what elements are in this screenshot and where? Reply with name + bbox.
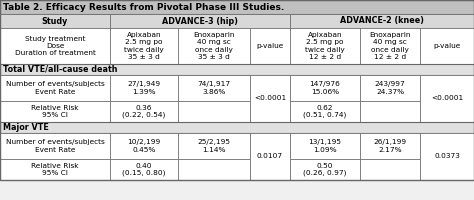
Bar bbox=[0, 64, 474, 75]
Text: 0.36
(0.22, 0.54): 0.36 (0.22, 0.54) bbox=[122, 105, 166, 118]
Text: 0.62
(0.51, 0.74): 0.62 (0.51, 0.74) bbox=[303, 105, 346, 118]
Text: Apixaban
2.5 mg po
twice daily
35 ± 3 d: Apixaban 2.5 mg po twice daily 35 ± 3 d bbox=[124, 32, 164, 60]
Text: p-value: p-value bbox=[256, 43, 283, 49]
Bar bbox=[290, 133, 360, 159]
Bar bbox=[0, 159, 110, 180]
Text: Major VTE: Major VTE bbox=[3, 123, 49, 132]
Bar bbox=[420, 133, 474, 180]
Bar bbox=[420, 75, 474, 101]
Bar bbox=[250, 159, 290, 180]
Text: 0.40
(0.15, 0.80): 0.40 (0.15, 0.80) bbox=[122, 163, 166, 176]
Bar bbox=[0, 122, 474, 133]
Bar bbox=[0, 133, 110, 159]
Text: 25/2,195
1.14%: 25/2,195 1.14% bbox=[198, 139, 230, 153]
Bar bbox=[110, 75, 178, 101]
Bar bbox=[250, 133, 290, 159]
Bar bbox=[290, 14, 474, 28]
Bar bbox=[250, 75, 290, 101]
Text: Enoxaparin
40 mg sc
once daily
35 ± 3 d: Enoxaparin 40 mg sc once daily 35 ± 3 d bbox=[193, 32, 235, 60]
Bar bbox=[110, 28, 178, 64]
Bar bbox=[178, 75, 250, 101]
Bar bbox=[420, 159, 474, 180]
Bar bbox=[360, 28, 420, 64]
Bar bbox=[110, 101, 178, 122]
Bar bbox=[360, 159, 420, 180]
Text: 147/976
15.06%: 147/976 15.06% bbox=[310, 81, 340, 95]
Text: 74/1,917
3.86%: 74/1,917 3.86% bbox=[198, 81, 230, 95]
Bar bbox=[290, 75, 360, 101]
Bar bbox=[110, 14, 290, 28]
Text: 0.0107: 0.0107 bbox=[257, 154, 283, 160]
Text: Table 2. Efficacy Results from Pivotal Phase III Studies.: Table 2. Efficacy Results from Pivotal P… bbox=[3, 2, 284, 11]
Text: ADVANCE-3 (hip): ADVANCE-3 (hip) bbox=[162, 17, 238, 25]
Text: p-value: p-value bbox=[433, 43, 461, 49]
Bar bbox=[0, 75, 110, 101]
Text: Enoxaparin
40 mg sc
once daily
12 ± 2 d: Enoxaparin 40 mg sc once daily 12 ± 2 d bbox=[369, 32, 411, 60]
Text: 13/1,195
1.09%: 13/1,195 1.09% bbox=[309, 139, 341, 153]
Text: Relative Risk
95% CI: Relative Risk 95% CI bbox=[31, 105, 79, 118]
Text: 0.0373: 0.0373 bbox=[434, 154, 460, 160]
Bar bbox=[420, 101, 474, 122]
Bar bbox=[420, 28, 474, 64]
Bar bbox=[0, 101, 110, 122]
Text: Study treatment
Dose
Duration of treatment: Study treatment Dose Duration of treatme… bbox=[15, 36, 95, 56]
Bar bbox=[290, 28, 360, 64]
Text: 10/2,199
0.45%: 10/2,199 0.45% bbox=[128, 139, 161, 153]
Text: 243/997
24.37%: 243/997 24.37% bbox=[374, 81, 405, 95]
Text: 26/1,199
2.17%: 26/1,199 2.17% bbox=[374, 139, 407, 153]
Bar bbox=[250, 133, 290, 180]
Bar bbox=[178, 28, 250, 64]
Bar bbox=[360, 101, 420, 122]
Bar bbox=[0, 14, 110, 28]
Bar bbox=[0, 28, 110, 64]
Text: <0.0001: <0.0001 bbox=[254, 96, 286, 102]
Text: Relative Risk
95% CI: Relative Risk 95% CI bbox=[31, 163, 79, 176]
Bar bbox=[420, 133, 474, 159]
Bar bbox=[178, 101, 250, 122]
Text: 27/1,949
1.39%: 27/1,949 1.39% bbox=[128, 81, 161, 95]
Text: <0.0001: <0.0001 bbox=[431, 96, 463, 102]
Text: ADVANCE-2 (knee): ADVANCE-2 (knee) bbox=[340, 17, 424, 25]
Bar bbox=[178, 133, 250, 159]
Bar bbox=[360, 133, 420, 159]
Bar bbox=[250, 101, 290, 122]
Bar bbox=[250, 75, 290, 122]
Bar bbox=[178, 159, 250, 180]
Bar bbox=[110, 133, 178, 159]
Bar bbox=[0, 0, 474, 14]
Text: Number of events/subjects
Event Rate: Number of events/subjects Event Rate bbox=[6, 139, 104, 153]
Text: Study: Study bbox=[42, 17, 68, 25]
Bar bbox=[420, 75, 474, 122]
Bar bbox=[360, 75, 420, 101]
Bar bbox=[290, 159, 360, 180]
Text: 0.50
(0.26, 0.97): 0.50 (0.26, 0.97) bbox=[303, 163, 347, 176]
Text: Apixaban
2.5 mg po
twice daily
12 ± 2 d: Apixaban 2.5 mg po twice daily 12 ± 2 d bbox=[305, 32, 345, 60]
Text: Number of events/subjects
Event Rate: Number of events/subjects Event Rate bbox=[6, 81, 104, 95]
Bar bbox=[110, 159, 178, 180]
Text: Total VTE/all-cause death: Total VTE/all-cause death bbox=[3, 65, 118, 74]
Bar bbox=[290, 101, 360, 122]
Bar bbox=[250, 28, 290, 64]
